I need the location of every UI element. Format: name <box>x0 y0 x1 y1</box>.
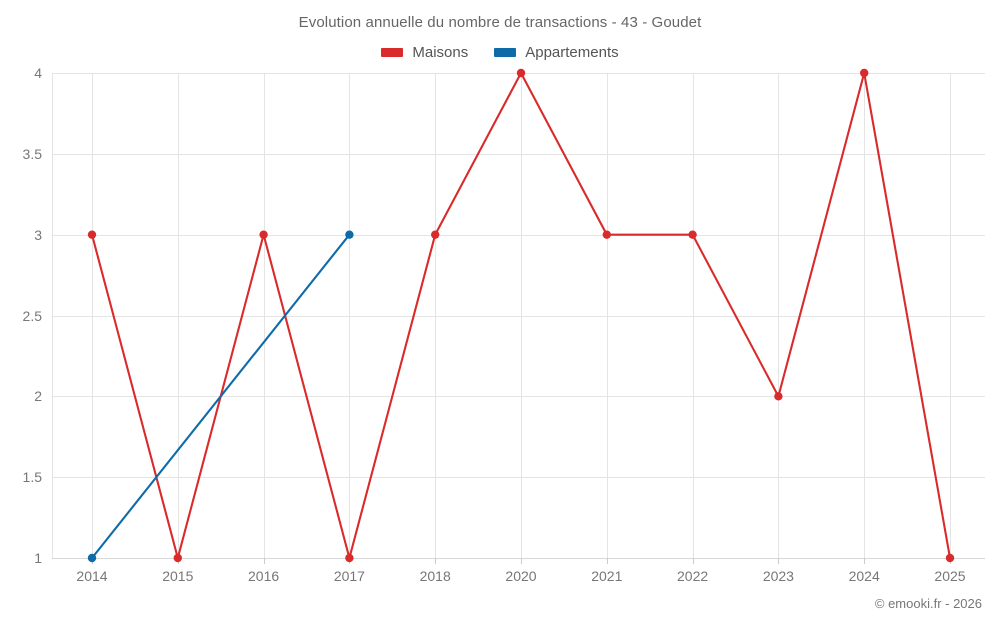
legend-item-maisons[interactable]: Maisons <box>381 44 468 61</box>
series-line-appartements <box>91 234 351 559</box>
legend-swatch-appartements-icon <box>494 48 517 57</box>
x-axis-tick-label-2020: 2020 <box>505 568 537 584</box>
data-point-maisons-2022[interactable] <box>688 230 697 239</box>
y-axis-tick-label: 1 <box>34 550 42 566</box>
data-point-maisons-2015[interactable] <box>173 553 182 563</box>
y-axis-tick-label: 3 <box>34 226 42 243</box>
x-axis-tick-label-2015: 2015 <box>162 568 194 584</box>
chart-legend: Maisons Appartements <box>0 44 1000 61</box>
data-point-appartements-2017[interactable] <box>345 230 354 239</box>
data-point-appartements-2014[interactable] <box>87 553 97 563</box>
data-point-maisons-2018[interactable] <box>431 230 440 239</box>
data-point-maisons-2020[interactable] <box>516 68 526 78</box>
x-axis-tick-label-2017: 2017 <box>333 568 365 584</box>
data-point-maisons-2017[interactable] <box>345 553 354 563</box>
x-axis-tick-label-2018: 2018 <box>419 568 451 584</box>
plot-area <box>52 68 985 564</box>
y-axis-labels: 1 1.5 2 2.5 3 3.5 4 <box>0 65 42 566</box>
x-axis-tick-label-2021: 2021 <box>591 568 623 584</box>
y-axis-tick-label: 2.5 <box>22 307 42 324</box>
x-axis-tick-label-2025: 2025 <box>934 568 966 584</box>
y-axis-tick-label: 1.5 <box>22 469 42 486</box>
data-point-maisons-2014[interactable] <box>87 230 97 239</box>
legend-item-appartements[interactable]: Appartements <box>494 44 619 61</box>
legend-label-maisons: Maisons <box>412 44 469 61</box>
x-axis-tick-label-2024: 2024 <box>848 568 880 584</box>
chart-footer-copyright: © emooki.fr - 2026 <box>874 596 982 611</box>
data-point-maisons-2023[interactable] <box>774 392 783 401</box>
x-axis-tick-label-2022: 2022 <box>677 568 709 584</box>
chart-title: Evolution annuelle du nombre de transact… <box>298 14 702 31</box>
data-point-maisons-2025[interactable] <box>945 553 955 563</box>
y-axis-tick-label: 2 <box>34 388 42 405</box>
x-axis-tick-label-2023: 2023 <box>762 568 794 584</box>
x-axis-tick-label-2014: 2014 <box>76 568 108 584</box>
x-axis-tick-label-2016: 2016 <box>248 568 280 584</box>
data-point-maisons-2016[interactable] <box>259 230 268 239</box>
legend-label-appartements: Appartements <box>525 44 619 61</box>
legend-swatch-maisons-icon <box>381 48 404 57</box>
y-axis-tick-label: 3.5 <box>22 145 42 162</box>
y-axis-tick-label: 4 <box>34 65 42 81</box>
data-point-maisons-2021[interactable] <box>602 230 611 239</box>
x-axis-labels: 2014 2015 2016 2017 2018 2020 2021 2022 2023 2024… <box>52 568 985 590</box>
series-line-maisons <box>90 70 952 563</box>
chart-gridlines <box>52 73 985 564</box>
data-point-maisons-2024[interactable] <box>860 68 869 78</box>
chart-series-layer <box>87 68 955 563</box>
